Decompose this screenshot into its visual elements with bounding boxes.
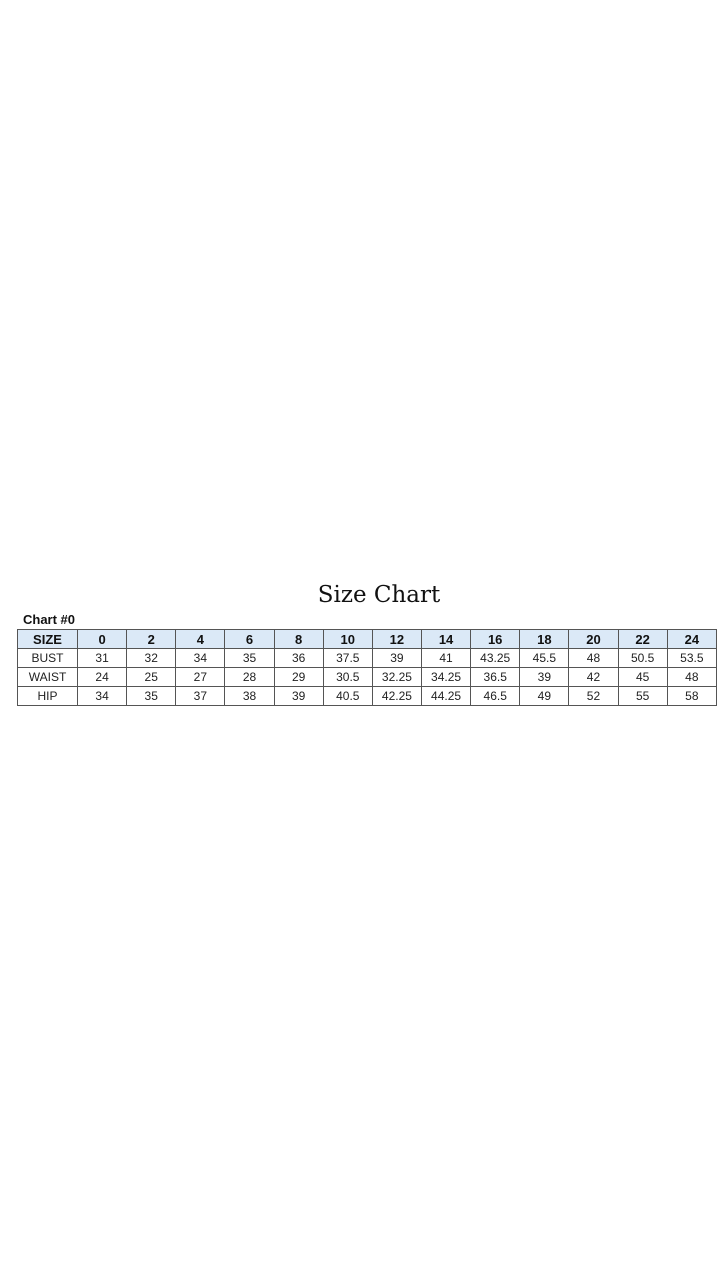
row-label: BUST xyxy=(17,648,78,668)
table-cell: 50.5 xyxy=(617,648,668,668)
table-cell: 30.5 xyxy=(322,667,373,687)
table-cell: 37.5 xyxy=(322,648,373,668)
table-cell: 49 xyxy=(519,686,570,706)
table-cell: 24 xyxy=(76,667,128,687)
table-cell: 41 xyxy=(420,648,472,668)
table-cell: 39 xyxy=(371,648,422,668)
column-header: 4 xyxy=(175,629,226,649)
table-cell: 34 xyxy=(76,686,128,706)
column-header: SIZE xyxy=(17,629,78,649)
table-cell: 52 xyxy=(568,686,619,706)
table-cell: 25 xyxy=(126,667,177,687)
table-cell: 39 xyxy=(519,667,570,687)
table-cell: 32.25 xyxy=(371,667,422,687)
table-cell: 36 xyxy=(273,648,324,668)
column-header: 24 xyxy=(666,629,718,649)
column-header: 10 xyxy=(322,629,373,649)
table-cell: 34.25 xyxy=(420,667,472,687)
row-label: WAIST xyxy=(17,667,78,687)
table-row: HIP 34 35 37 38 39 40.5 42.25 44.25 46.5 49 52 55 58 xyxy=(17,686,718,706)
table-cell: 53.5 xyxy=(666,648,718,668)
table-cell: 36.5 xyxy=(470,667,521,687)
table-cell: 45.5 xyxy=(519,648,570,668)
row-label: HIP xyxy=(17,686,78,706)
table-cell: 39 xyxy=(273,686,324,706)
column-header: 16 xyxy=(470,629,521,649)
table-cell: 40.5 xyxy=(322,686,373,706)
column-header: 6 xyxy=(224,629,275,649)
table-cell: 35 xyxy=(126,686,177,706)
table-cell: 38 xyxy=(224,686,275,706)
table-cell: 42.25 xyxy=(371,686,422,706)
table-cell: 28 xyxy=(224,667,275,687)
table-cell: 44.25 xyxy=(420,686,472,706)
size-chart-table: SIZE 0 2 4 6 8 10 12 14 16 18 20 22 24 BUST 31 32 34 35 36… xyxy=(17,629,718,706)
column-header: 14 xyxy=(420,629,472,649)
table-cell: 55 xyxy=(617,686,668,706)
table-cell: 37 xyxy=(175,686,226,706)
column-header: 2 xyxy=(126,629,177,649)
table-cell: 45 xyxy=(617,667,668,687)
table-cell: 31 xyxy=(76,648,128,668)
table-cell: 48 xyxy=(666,667,718,687)
table-cell: 48 xyxy=(568,648,619,668)
table-cell: 58 xyxy=(666,686,718,706)
table-cell: 32 xyxy=(126,648,177,668)
table-cell: 27 xyxy=(175,667,226,687)
table-cell: 34 xyxy=(175,648,226,668)
chart-label: Chart #0 xyxy=(23,612,76,627)
table-row: BUST 31 32 34 35 36 37.5 39 41 43.25 45.5 48 50.5 53.… xyxy=(17,648,718,668)
table-cell: 42 xyxy=(568,667,619,687)
column-header: 8 xyxy=(273,629,324,649)
column-header: 18 xyxy=(519,629,570,649)
table-cell: 46.5 xyxy=(470,686,521,706)
page-title: Size Chart xyxy=(317,582,441,608)
table-cell: 43.25 xyxy=(470,648,521,668)
header-row: SIZE 0 2 4 6 8 10 12 14 16 18 20 22 24 xyxy=(17,629,718,649)
table-cell: 29 xyxy=(273,667,324,687)
table-row: WAIST 24 25 27 28 29 30.5 32.25 34.25 36.5 39 42 45 4… xyxy=(17,667,718,687)
column-header: 0 xyxy=(76,629,128,649)
table-cell: 35 xyxy=(224,648,275,668)
column-header: 20 xyxy=(568,629,619,649)
column-header: 22 xyxy=(617,629,668,649)
column-header: 12 xyxy=(371,629,422,649)
